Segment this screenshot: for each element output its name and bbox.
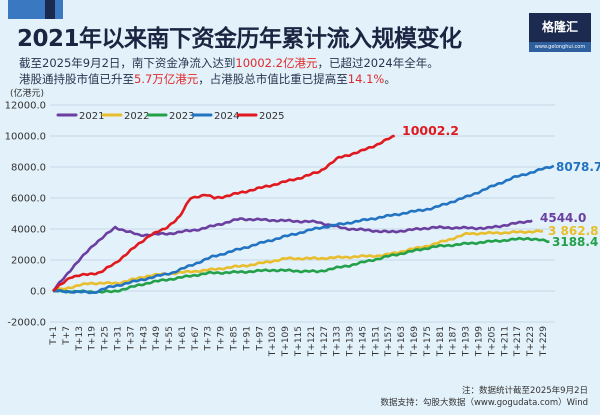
- x-tick-label: T+13: [75, 326, 85, 352]
- subtitle-highlight: 5.7万亿港元: [134, 72, 199, 86]
- x-tick-label: T+61: [178, 326, 188, 352]
- series-line-2025: [52, 134, 395, 293]
- x-tick-label: T+217: [513, 326, 523, 357]
- y-tick-label: 8000.0: [11, 163, 46, 174]
- x-tick-label: T+49: [152, 326, 162, 352]
- x-tick-label: T+31: [113, 326, 123, 352]
- x-tick-label: T+211: [500, 326, 510, 357]
- subtitle-text: 截至2025年9月2日，南下资金净流入达到: [19, 56, 236, 70]
- y-tick-label: 0.0: [30, 287, 46, 298]
- legend-label-2021: 2021: [79, 111, 104, 122]
- x-tick-label: T+79: [217, 326, 227, 352]
- x-tick-label: T+151: [371, 326, 381, 357]
- page-title: 2021年以来南下资金历年累计流入规模变化: [17, 26, 462, 52]
- x-tick-label: T+55: [165, 326, 175, 352]
- end-label-2022: 3 862.8: [548, 224, 598, 238]
- subtitle-text: ，占港股总市值比重已提高至: [198, 72, 348, 86]
- series-line-2024: [52, 164, 555, 295]
- x-tick-label: T+157: [384, 326, 394, 357]
- subtitle-highlight: 10002.2亿港元: [235, 56, 318, 70]
- footer-note: 注：数据统计截至2025年9月2日: [462, 386, 588, 396]
- x-tick-label: T+187: [449, 326, 459, 357]
- x-tick-label: T+229: [539, 326, 549, 357]
- x-tick-label: T+175: [423, 326, 433, 357]
- end-label-2025: 10002.2: [402, 123, 459, 138]
- subtitle-text: 港股通持股市值已升至: [19, 72, 134, 86]
- x-tick-label: T+73: [204, 326, 214, 352]
- gelonghui-logo: 格隆汇 www.gelonghui.com: [529, 13, 591, 52]
- series-line-2023: [52, 236, 550, 295]
- legend-label-2022: 2022: [124, 111, 149, 122]
- footer-source: 数据支持：勾股大数据（www.gogudata.com）Wind: [380, 398, 588, 408]
- x-tick-label: T+163: [397, 326, 407, 357]
- legend-label-2024: 2024: [214, 111, 239, 122]
- x-tick-label: T+121: [307, 326, 317, 357]
- y-tick-label: 2000.0: [11, 256, 46, 267]
- x-tick-label: T+103: [268, 326, 278, 357]
- x-tick-label: T+115: [294, 326, 304, 357]
- x-tick-label: T+25: [101, 326, 111, 352]
- x-tick-label: T+169: [410, 326, 420, 357]
- logo-text: 格隆汇: [541, 20, 578, 34]
- x-tick-label: T+127: [320, 326, 330, 357]
- x-tick-label: T+109: [281, 326, 291, 357]
- end-label-2021: 4544.0: [540, 211, 586, 225]
- subtitle-line-1: 截至2025年9月2日，南下资金净流入达到10002.2亿港元，已超过2024年…: [19, 55, 439, 71]
- subtitle-highlight: 14.1%: [347, 72, 385, 86]
- y-tick-label: 4000.0: [11, 225, 46, 236]
- series-line-2022: [52, 229, 544, 293]
- x-tick-label: T+145: [358, 326, 368, 357]
- y-axis-unit: (亿港元): [10, 87, 44, 99]
- y-tick-label: 10000.0: [5, 132, 46, 143]
- x-tick-label: T+181: [436, 326, 446, 357]
- x-tick-label: T+7: [62, 326, 72, 346]
- y-tick-label: 6000.0: [11, 194, 46, 205]
- subtitle-text: ，已超过2024年全年。: [317, 56, 439, 70]
- x-tick-label: T+91: [242, 326, 252, 352]
- x-tick-label: T+19: [88, 326, 98, 352]
- x-tick-label: T+43: [139, 326, 149, 352]
- x-tick-label: T+133: [333, 326, 343, 357]
- x-tick-label: T+37: [126, 326, 136, 352]
- y-tick-label: 12000.0: [5, 101, 46, 112]
- x-tick-label: T+223: [526, 326, 536, 357]
- x-tick-label: T+205: [487, 326, 497, 357]
- x-tick-label: T+85: [230, 326, 240, 352]
- legend-label-2023: 2023: [169, 111, 194, 122]
- x-tick-label: T+139: [346, 326, 356, 357]
- header-decoration-dark: [45, 0, 55, 19]
- logo-url: www.gelonghui.com: [529, 42, 591, 52]
- series-line-2021: [52, 217, 533, 292]
- x-tick-label: T+97: [255, 326, 265, 352]
- subtitle-line-2: 港股通持股市值已升至5.7万亿港元，占港股总市值比重已提高至14.1%。: [19, 71, 396, 87]
- end-label-2023: 3188.4: [552, 235, 598, 249]
- end-label-2024: 8078.7: [556, 160, 600, 174]
- subtitle-text: 。: [384, 72, 396, 86]
- x-tick-label: T+67: [191, 326, 201, 352]
- x-tick-label: T+193: [462, 326, 472, 357]
- x-tick-label: T+199: [475, 326, 485, 357]
- legend-label-2025: 2025: [259, 111, 284, 122]
- x-tick-label: T+1: [49, 326, 59, 346]
- y-tick-label: -2000.0: [7, 318, 46, 329]
